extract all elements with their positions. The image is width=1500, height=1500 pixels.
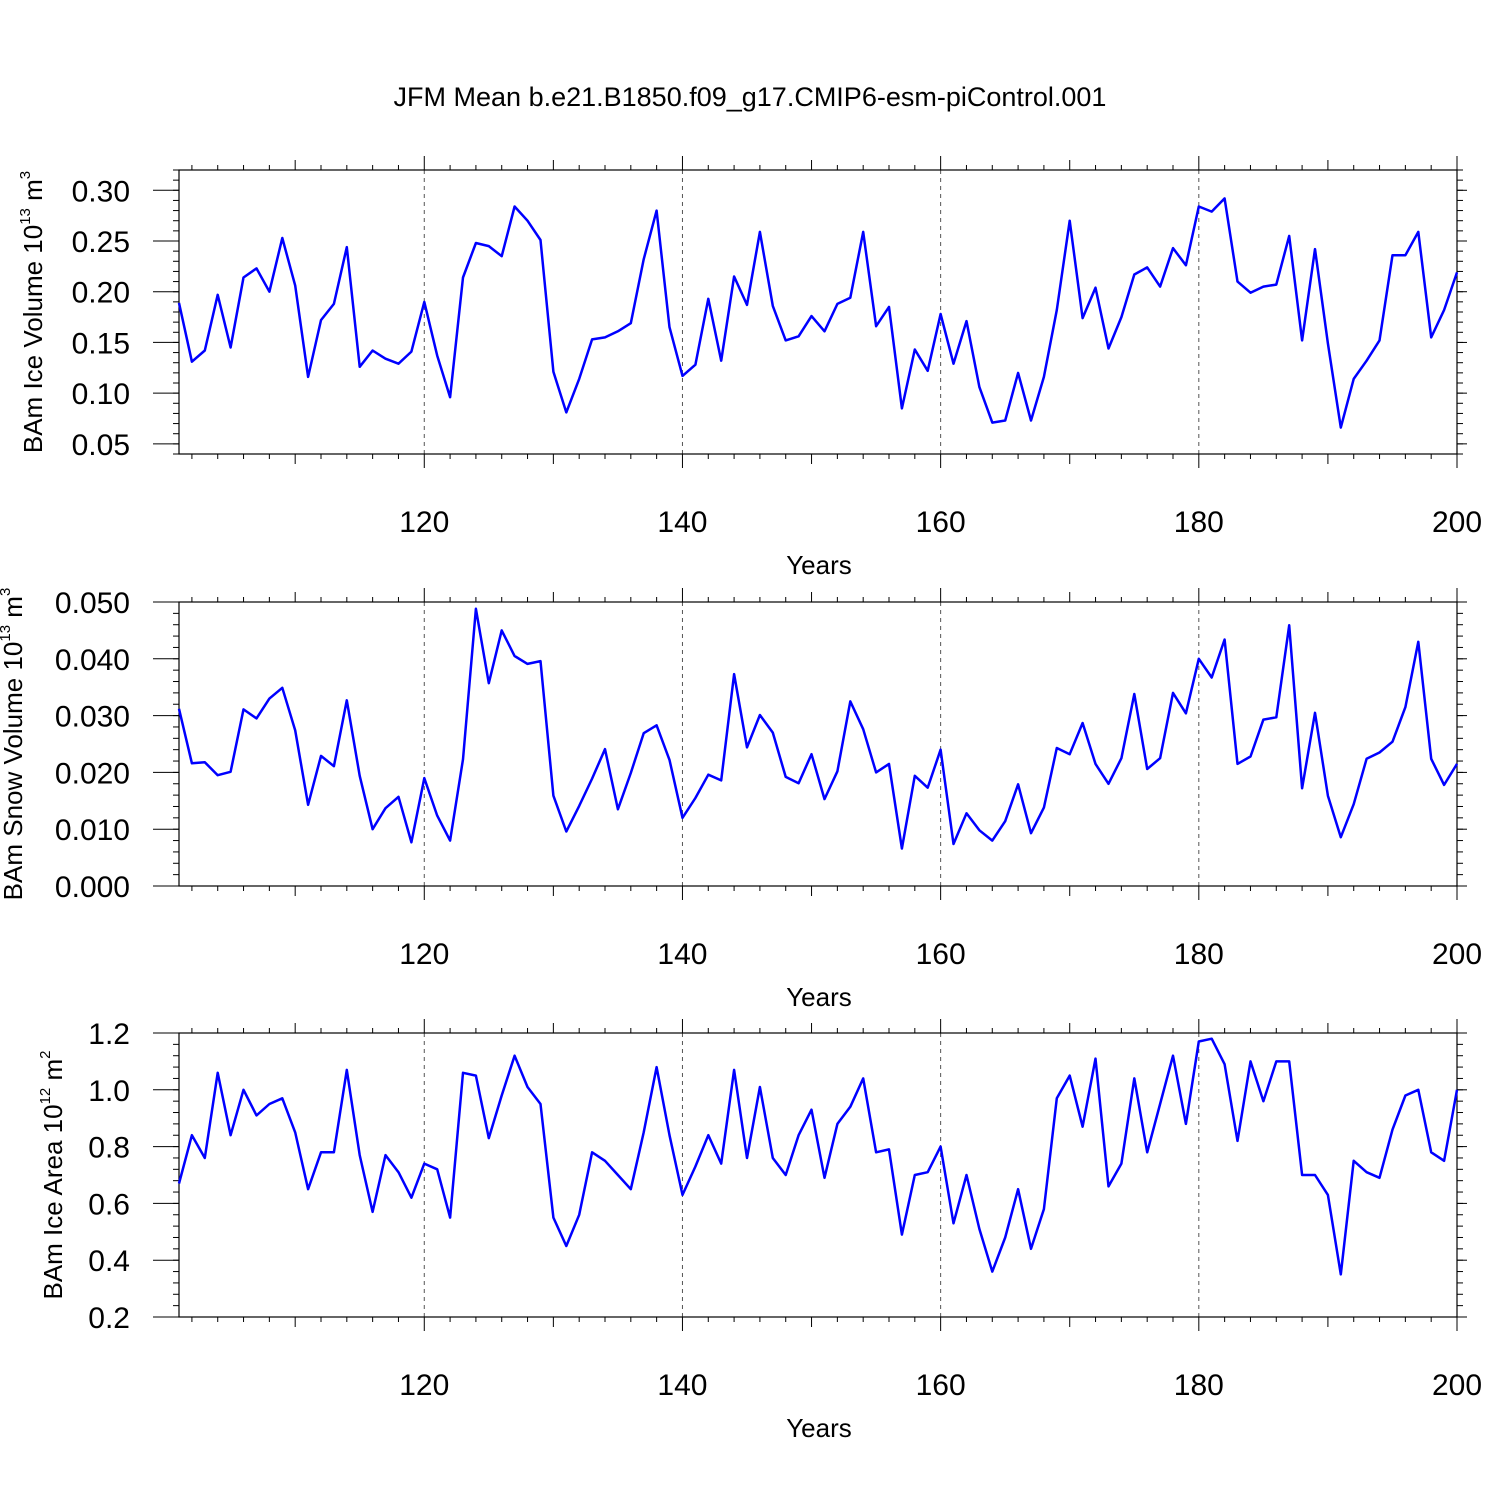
plot-frame [178, 169, 1458, 455]
x-axis-title: Years [786, 1413, 852, 1443]
x-tick-label: 160 [916, 1369, 966, 1402]
panel-2: 120 140 160 180 200 0.000 0.010 0.020 0.030 0.040… [0, 587, 1482, 1012]
y-axis-title-unit: m [0, 596, 28, 625]
y-tick-label: 1.0 [88, 1075, 130, 1108]
y-tick-label: 0.05 [72, 429, 130, 462]
y-tick-label: 0.2 [88, 1302, 130, 1335]
series-line [177, 607, 1459, 850]
chart-title: JFM Mean b.e21.B1850.f09_g17.CMIP6-esm-p… [394, 82, 1107, 112]
y-tick-label: 0.050 [55, 587, 130, 620]
y-axis-title-unit-exponent: 2 [37, 1050, 54, 1058]
y-tick-label: 0.040 [55, 644, 130, 677]
x-tick-label: 200 [1432, 506, 1482, 539]
x-tick-label: 160 [916, 938, 966, 971]
x-tick-label: 140 [657, 938, 707, 971]
y-tick-label: 1.2 [88, 1018, 130, 1051]
y-axis-title-text: BAm Ice Area 10 [38, 1104, 68, 1299]
series-line [177, 1037, 1459, 1276]
y-tick-label: 0.010 [55, 814, 130, 847]
plot-frame [178, 1032, 1458, 1318]
y-tick-label: 0.20 [72, 277, 130, 310]
x-tick-label: 120 [399, 506, 449, 539]
series-line [177, 197, 1459, 429]
y-tick-label: 0.6 [88, 1188, 130, 1221]
y-axis-title: BAm Ice Area 1012 m2 [37, 1050, 68, 1299]
y-axis-title-unit-exponent: 3 [17, 171, 34, 179]
y-axis-title-exponent: 13 [0, 625, 14, 642]
x-tick-label: 180 [1174, 506, 1224, 539]
x-tick-label: 140 [657, 1369, 707, 1402]
x-tick-label: 180 [1174, 938, 1224, 971]
y-tick-label: 0.8 [88, 1132, 130, 1165]
y-tick-label: 0.000 [55, 871, 130, 904]
y-axis-title: BAm Ice Volume 1013 m3 [17, 171, 48, 453]
y-axis-title-text: BAm Ice Volume 10 [18, 225, 48, 453]
x-axis-title: Years [786, 550, 852, 580]
panel-1: 120 140 160 180 200 0.05 0.10 0.15 0.20 0.25 0.30 Y… [17, 156, 1482, 580]
y-axis-title-unit-exponent: 3 [0, 588, 14, 596]
y-tick-label: 0.10 [72, 378, 130, 411]
plot-frame [178, 601, 1458, 887]
x-tick-label: 200 [1432, 938, 1482, 971]
panels: 120 140 160 180 200 0.05 0.10 0.15 0.20 0.25 0.30 Y… [0, 156, 1482, 1443]
y-tick-label: 0.15 [72, 327, 130, 360]
x-tick-label: 120 [399, 938, 449, 971]
y-axis-title-text: BAm Snow Volume 10 [0, 642, 28, 901]
y-axis-title-exponent: 13 [17, 208, 34, 225]
x-tick-label: 140 [657, 506, 707, 539]
y-tick-label: 0.030 [55, 701, 130, 734]
x-tick-label: 120 [399, 1369, 449, 1402]
panel-3: 120 140 160 180 200 0.2 0.4 0.6 0.8 1.0 1.2 Years BA… [37, 1018, 1482, 1443]
y-tick-label: 0.25 [72, 226, 130, 259]
y-axis-title-unit: m [38, 1059, 68, 1088]
y-tick-label: 0.4 [88, 1245, 130, 1278]
x-tick-label: 180 [1174, 1369, 1224, 1402]
x-axis-title: Years [786, 982, 852, 1012]
y-axis-title: BAm Snow Volume 1013 m3 [0, 588, 28, 901]
y-axis-title-exponent: 12 [37, 1088, 54, 1105]
y-tick-label: 0.30 [72, 175, 130, 208]
y-tick-label: 0.020 [55, 757, 130, 790]
x-tick-label: 160 [916, 506, 966, 539]
x-tick-label: 200 [1432, 1369, 1482, 1402]
y-axis-title-unit: m [18, 179, 48, 208]
